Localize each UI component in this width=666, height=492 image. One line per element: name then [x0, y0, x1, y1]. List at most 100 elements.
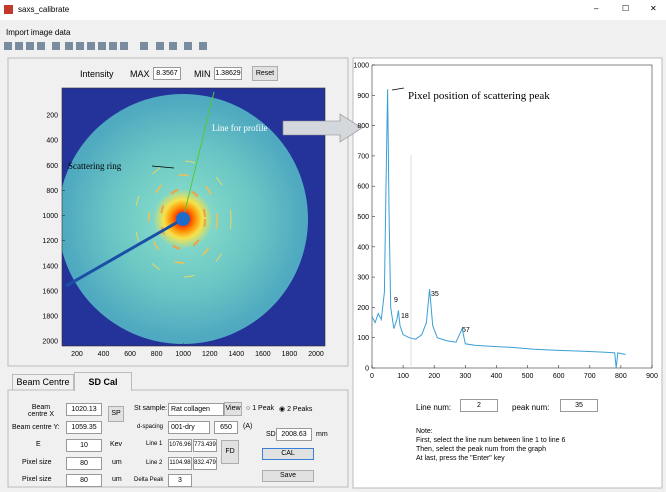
y-tick-label: 400 — [357, 244, 369, 251]
peak-label: 9 — [394, 297, 398, 304]
label: E — [36, 441, 41, 448]
minimize[interactable]: – — [594, 4, 598, 13]
unit: mm — [316, 431, 328, 438]
menu-item[interactable]: Import image data — [6, 28, 70, 37]
x-tick-label: 1800 — [282, 351, 298, 358]
view-button[interactable]: View — [224, 402, 242, 416]
window-title: saxs_calibrate — [18, 5, 69, 14]
x-tick-label: 600 — [124, 351, 136, 358]
peak-input[interactable]: 35 — [560, 399, 598, 412]
y-tick-label: 900 — [357, 93, 369, 100]
label: Line 1 — [146, 441, 162, 447]
line1-x[interactable]: 1076.96 — [168, 439, 192, 452]
note-line: Then, select the peak num from the graph — [416, 445, 565, 454]
plot-frame — [372, 65, 652, 368]
unit: Kev — [110, 441, 122, 448]
maximize[interactable]: ☐ — [622, 4, 629, 13]
x-tick-label: 500 — [522, 373, 534, 380]
min-input[interactable]: 1.38629 — [214, 67, 242, 80]
note-line: At last, press the "Enter" key — [416, 454, 565, 463]
label: Delta Peak — [134, 477, 163, 483]
y-tick-label: 400 — [46, 138, 58, 145]
sp-button[interactable]: SP — [108, 406, 124, 422]
app-window: {"window":{"title":"saxs_calibrate","con… — [0, 0, 666, 492]
x-tick-label: 300 — [459, 373, 471, 380]
x-tick-label: 1000 — [175, 351, 191, 358]
line1-y[interactable]: 773.439 — [193, 439, 217, 452]
y-tick-label: 1200 — [42, 238, 58, 245]
y-tick-label: 200 — [46, 113, 58, 120]
label: Beam centre Y: — [12, 424, 60, 431]
unit: um — [112, 459, 122, 466]
label: Pixel size — [22, 476, 52, 483]
line-input[interactable]: 2 — [460, 399, 498, 412]
d-select[interactable]: 001-dry — [168, 421, 210, 434]
app-icon — [4, 5, 13, 14]
fd-button[interactable]: FD — [221, 440, 239, 464]
y-tick-label: 1600 — [42, 288, 58, 295]
plot-annotation: Pixel position of scattering peak — [408, 90, 550, 102]
unit: um — [112, 476, 122, 483]
x-tick-label: 400 — [491, 373, 503, 380]
x-tick-label: 400 — [98, 351, 110, 358]
y-tick-label: 200 — [357, 305, 369, 312]
image-annotation: Scattering ring — [68, 161, 122, 171]
label: St sample: — [134, 405, 167, 412]
y-tick-label: 0 — [365, 366, 369, 373]
save-button[interactable]: Save — [262, 470, 314, 482]
label: Line num: — [416, 403, 451, 412]
label: d-spacing — [137, 424, 163, 430]
line2-x[interactable]: 1104.98 — [168, 457, 192, 470]
note-line: Note: — [416, 427, 565, 436]
y-tick-label: 800 — [46, 188, 58, 195]
radio[interactable]: ◉ 2 Peaks — [279, 405, 312, 413]
radio-label: 2 Peaks — [287, 406, 312, 413]
x-tick-label: 200 — [71, 351, 83, 358]
y-tick-label: 1000 — [42, 213, 58, 220]
e-input[interactable]: 10 — [66, 439, 102, 452]
note-line: First, select the line num between line … — [416, 436, 565, 445]
y-tick-label: 700 — [357, 153, 369, 160]
pixel-input[interactable]: 80 — [66, 474, 102, 487]
y-tick-label: 2000 — [42, 339, 58, 346]
x-tick-label: 0 — [370, 373, 374, 380]
sample-select[interactable]: Rat collagen — [168, 403, 224, 416]
label: Pixel size — [22, 459, 52, 466]
beam-y-input[interactable]: 1059.35 — [66, 421, 102, 434]
x-tick-label: 800 — [615, 373, 627, 380]
x-tick-label: 1200 — [202, 351, 218, 358]
d-input[interactable]: 650 — [214, 421, 238, 434]
toolbar — [4, 42, 207, 50]
radio-label: 1 Peak — [252, 405, 274, 412]
y-tick-label: 1000 — [353, 63, 369, 70]
x-tick-label: 700 — [584, 373, 596, 380]
cal-button[interactable]: CAL — [262, 448, 314, 460]
label: MIN — [194, 69, 211, 79]
x-tick-label: 800 — [151, 351, 163, 358]
x-tick-label: 1600 — [255, 351, 271, 358]
delta-input[interactable]: 3 — [168, 474, 192, 487]
radio[interactable]: ○ 1 Peak — [246, 405, 274, 412]
image-annotation: Line for profile — [212, 123, 267, 133]
tab[interactable]: Beam Centre — [12, 374, 74, 390]
sd-input[interactable]: 2008.63 — [276, 428, 312, 441]
y-tick-label: 600 — [46, 163, 58, 170]
reset-button[interactable]: Reset — [252, 66, 278, 81]
tab-active[interactable]: SD Cal — [74, 372, 132, 391]
line2-y[interactable]: 832.479 — [193, 457, 217, 470]
max-input[interactable]: 8.3567 — [153, 67, 181, 80]
x-tick-label: 200 — [428, 373, 440, 380]
label: Intensity — [80, 69, 114, 79]
label: Line 2 — [146, 460, 162, 466]
y-tick-label: 600 — [357, 184, 369, 191]
unit: (A) — [243, 423, 252, 430]
label: Beam centre X — [22, 404, 60, 418]
pixel-input[interactable]: 80 — [66, 457, 102, 470]
note: Note: First, select the line num between… — [416, 427, 565, 463]
beam-x-input[interactable]: 1020.13 — [66, 403, 102, 416]
label: peak num: — [512, 403, 549, 412]
peak-label: 35 — [431, 291, 439, 298]
close[interactable]: ✕ — [650, 4, 657, 13]
x-tick-label: 900 — [646, 373, 658, 380]
y-tick-label: 500 — [357, 214, 369, 221]
